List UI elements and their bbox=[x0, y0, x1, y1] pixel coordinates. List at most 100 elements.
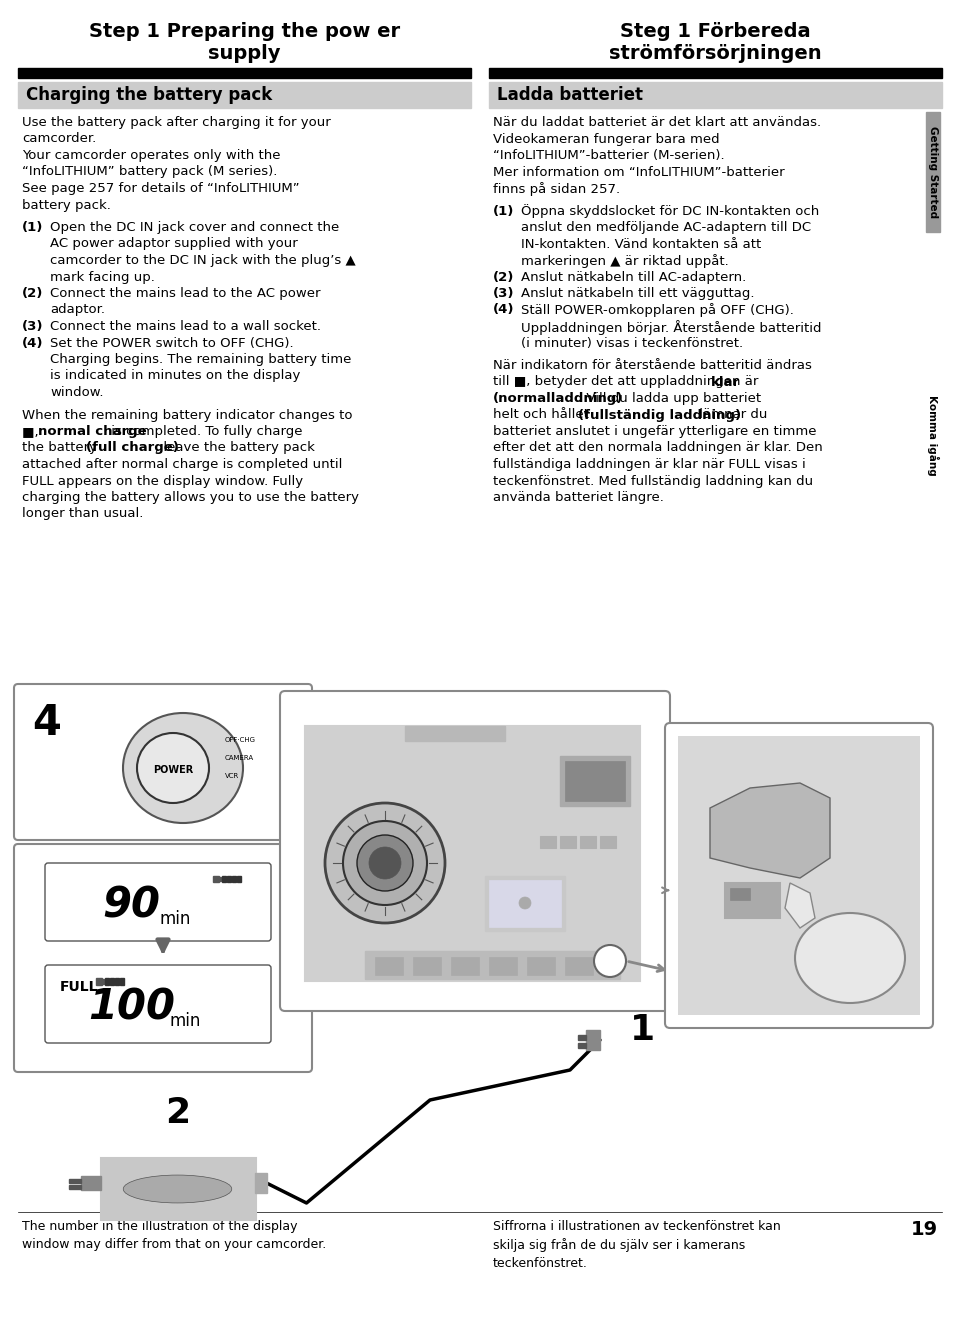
Polygon shape bbox=[785, 883, 815, 928]
Bar bbox=[120, 978, 124, 986]
Text: (1): (1) bbox=[22, 221, 43, 234]
Text: efter det att den normala laddningen är klar. Den: efter det att den normala laddningen är … bbox=[493, 442, 823, 455]
Bar bbox=[219, 876, 221, 880]
Text: (full charge): (full charge) bbox=[85, 442, 179, 455]
Bar bbox=[678, 735, 920, 1015]
Text: IN-kontakten. Vänd kontakten så att: IN-kontakten. Vänd kontakten så att bbox=[521, 238, 761, 250]
Text: Steg 1 Förbereda: Steg 1 Förbereda bbox=[620, 23, 811, 41]
Bar bbox=[485, 876, 565, 931]
Text: 90: 90 bbox=[103, 884, 160, 926]
Text: ■,: ■, bbox=[22, 426, 43, 438]
Text: (1): (1) bbox=[493, 205, 515, 218]
Text: charging the battery allows you to use the battery: charging the battery allows you to use t… bbox=[22, 491, 359, 504]
Text: VCR: VCR bbox=[225, 773, 239, 779]
Text: Connect the mains lead to a wall socket.: Connect the mains lead to a wall socket. bbox=[50, 321, 321, 332]
Text: (4): (4) bbox=[22, 336, 43, 350]
Text: longer than usual.: longer than usual. bbox=[22, 508, 143, 520]
Bar bbox=[730, 888, 750, 900]
Text: (fullständig laddning): (fullständig laddning) bbox=[578, 408, 741, 422]
Bar bbox=[527, 958, 555, 975]
Polygon shape bbox=[710, 783, 830, 878]
Text: attached after normal charge is completed until: attached after normal charge is complete… bbox=[22, 458, 343, 471]
Bar bbox=[68, 1178, 81, 1182]
Text: OFF·CHG: OFF·CHG bbox=[225, 737, 256, 743]
Bar bbox=[68, 1185, 81, 1189]
Text: Komma igång: Komma igång bbox=[927, 395, 939, 475]
Text: 1: 1 bbox=[630, 1013, 655, 1047]
Circle shape bbox=[343, 821, 427, 904]
Text: Connect the mains lead to the AC power: Connect the mains lead to the AC power bbox=[50, 287, 321, 301]
Circle shape bbox=[325, 803, 445, 923]
Text: teckenfönstret. Med fullständig laddning kan du: teckenfönstret. Med fullständig laddning… bbox=[493, 475, 813, 488]
Bar bbox=[375, 958, 403, 975]
Circle shape bbox=[594, 946, 626, 978]
Text: Set the POWER switch to OFF (CHG).: Set the POWER switch to OFF (CHG). bbox=[50, 336, 294, 350]
Text: lämnar du: lämnar du bbox=[695, 408, 768, 422]
Bar bbox=[254, 1173, 267, 1193]
FancyBboxPatch shape bbox=[45, 966, 271, 1043]
Text: Charging begins. The remaining battery time: Charging begins. The remaining battery t… bbox=[50, 352, 351, 366]
Text: När du laddat batteriet är det klart att användas.: När du laddat batteriet är det klart att… bbox=[493, 116, 821, 129]
Text: Anslut nätkabeln till AC-adaptern.: Anslut nätkabeln till AC-adaptern. bbox=[521, 270, 746, 283]
Text: (2): (2) bbox=[493, 270, 515, 283]
Text: Siffrorna i illustrationen av teckenfönstret kan
skilja sig från de du själv ser: Siffrorna i illustrationen av teckenföns… bbox=[493, 1220, 780, 1270]
Text: Ställ POWER-omkopplaren på OFF (CHG).: Ställ POWER-omkopplaren på OFF (CHG). bbox=[521, 303, 794, 318]
Text: min: min bbox=[159, 910, 191, 928]
Text: klar: klar bbox=[711, 375, 740, 388]
Text: finns på sidan 257.: finns på sidan 257. bbox=[493, 182, 620, 196]
Text: Videokameran fungerar bara med: Videokameran fungerar bara med bbox=[493, 133, 720, 145]
Text: (normalladdning): (normalladdning) bbox=[493, 392, 623, 406]
Bar bbox=[115, 978, 119, 986]
Bar bbox=[413, 958, 441, 975]
Text: adaptor.: adaptor. bbox=[50, 303, 105, 317]
Bar bbox=[232, 876, 236, 882]
Text: Charging the battery pack: Charging the battery pack bbox=[26, 86, 273, 104]
Bar bbox=[580, 837, 596, 849]
Bar bbox=[227, 876, 231, 882]
FancyBboxPatch shape bbox=[665, 724, 933, 1028]
Circle shape bbox=[369, 847, 401, 879]
Text: helt och hållet: helt och hållet bbox=[493, 408, 593, 422]
Text: batteriet anslutet i ungefär ytterligare en timme: batteriet anslutet i ungefär ytterligare… bbox=[493, 426, 817, 438]
Text: Use the battery pack after charging it for your: Use the battery pack after charging it f… bbox=[22, 116, 331, 129]
Bar bbox=[926, 112, 940, 231]
Text: “InfoLITHIUM” battery pack (M series).: “InfoLITHIUM” battery pack (M series). bbox=[22, 165, 277, 178]
Text: 4: 4 bbox=[32, 702, 60, 743]
Text: normal charge: normal charge bbox=[38, 426, 147, 438]
Text: När indikatorn för återstående batteritid ändras: När indikatorn för återstående batteriti… bbox=[493, 359, 812, 372]
Bar bbox=[110, 978, 114, 986]
Text: fullständiga laddningen är klar när FULL visas i: fullständiga laddningen är klar när FULL… bbox=[493, 458, 805, 471]
Bar bbox=[489, 958, 517, 975]
Bar bbox=[105, 978, 109, 986]
Text: (4): (4) bbox=[493, 303, 515, 317]
Text: The number in the illustration of the display
window may differ from that on you: The number in the illustration of the di… bbox=[22, 1220, 326, 1252]
Text: (3): (3) bbox=[22, 321, 43, 332]
Bar bbox=[600, 837, 616, 849]
Text: 100: 100 bbox=[88, 986, 175, 1028]
Bar bbox=[578, 1043, 586, 1048]
Bar bbox=[365, 951, 620, 979]
Text: See page 257 for details of “InfoLITHIUM”: See page 257 for details of “InfoLITHIUM… bbox=[22, 182, 300, 196]
Text: Step 1 Preparing the pow er: Step 1 Preparing the pow er bbox=[89, 23, 400, 41]
Text: is indicated in minutes on the display: is indicated in minutes on the display bbox=[50, 370, 300, 383]
Text: When the remaining battery indicator changes to: When the remaining battery indicator cha… bbox=[22, 408, 352, 422]
Text: window.: window. bbox=[50, 386, 104, 399]
Bar bbox=[489, 880, 561, 927]
FancyBboxPatch shape bbox=[14, 845, 312, 1072]
Text: , leave the battery pack: , leave the battery pack bbox=[155, 442, 315, 455]
Bar bbox=[102, 979, 104, 984]
Text: Your camcorder operates only with the: Your camcorder operates only with the bbox=[22, 149, 280, 162]
Text: CAMERA: CAMERA bbox=[225, 755, 254, 761]
Circle shape bbox=[357, 835, 413, 891]
Text: 19: 19 bbox=[911, 1220, 938, 1240]
FancyBboxPatch shape bbox=[14, 684, 312, 841]
Text: FULL appears on the display window. Fully: FULL appears on the display window. Full… bbox=[22, 475, 303, 488]
Text: Anslut nätkabeln till ett vägguttag.: Anslut nätkabeln till ett vägguttag. bbox=[521, 287, 755, 301]
Circle shape bbox=[519, 896, 531, 908]
Bar bbox=[405, 726, 505, 741]
Text: Ladda batteriet: Ladda batteriet bbox=[497, 86, 643, 104]
Bar bbox=[489, 68, 942, 78]
Bar bbox=[489, 82, 942, 108]
Bar bbox=[540, 837, 556, 849]
Bar bbox=[586, 1029, 600, 1049]
